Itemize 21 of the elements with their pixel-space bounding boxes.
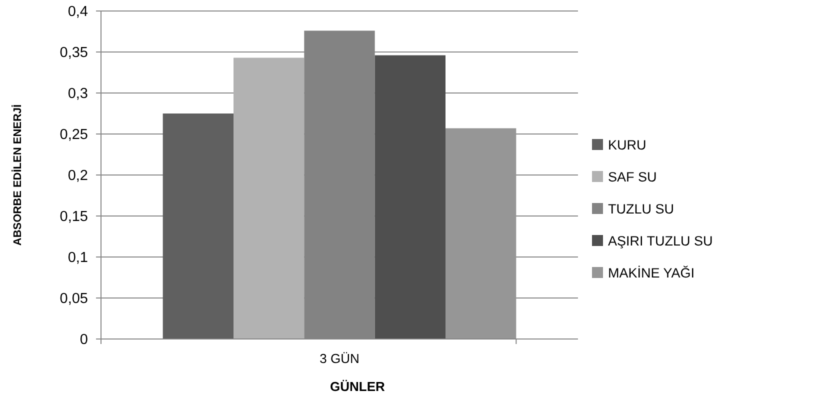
y-tick-label: 0,35 [60,45,88,62]
legend-label: TUZLU SU [608,202,674,217]
y-tick-label: 0,25 [60,127,88,144]
bar [374,55,446,339]
bar [234,58,304,339]
y-tick-label: 0,05 [60,291,88,308]
bar [446,128,516,339]
legend-label: KURU [608,138,646,153]
y-tick-label: 0,1 [68,250,88,266]
y-tick-label: 0,2 [68,168,88,184]
legend-label: MAKİNE YAĞI [608,266,695,281]
y-tick-label: 0,3 [68,86,88,102]
y-tick-label: 0 [80,332,88,348]
y-tick-label: 0,4 [68,4,88,20]
y-axis-title: ABSORBE EDİLEN ENERJİ [11,104,24,246]
bar [162,114,234,339]
legend-label: AŞIRI TUZLU SU [608,234,713,249]
x-axis-title: GÜNLER [330,379,386,394]
legend-label: SAF SU [608,170,657,185]
y-tick-label: 0,15 [60,209,88,226]
x-tick-label: 3 GÜN [320,351,360,366]
